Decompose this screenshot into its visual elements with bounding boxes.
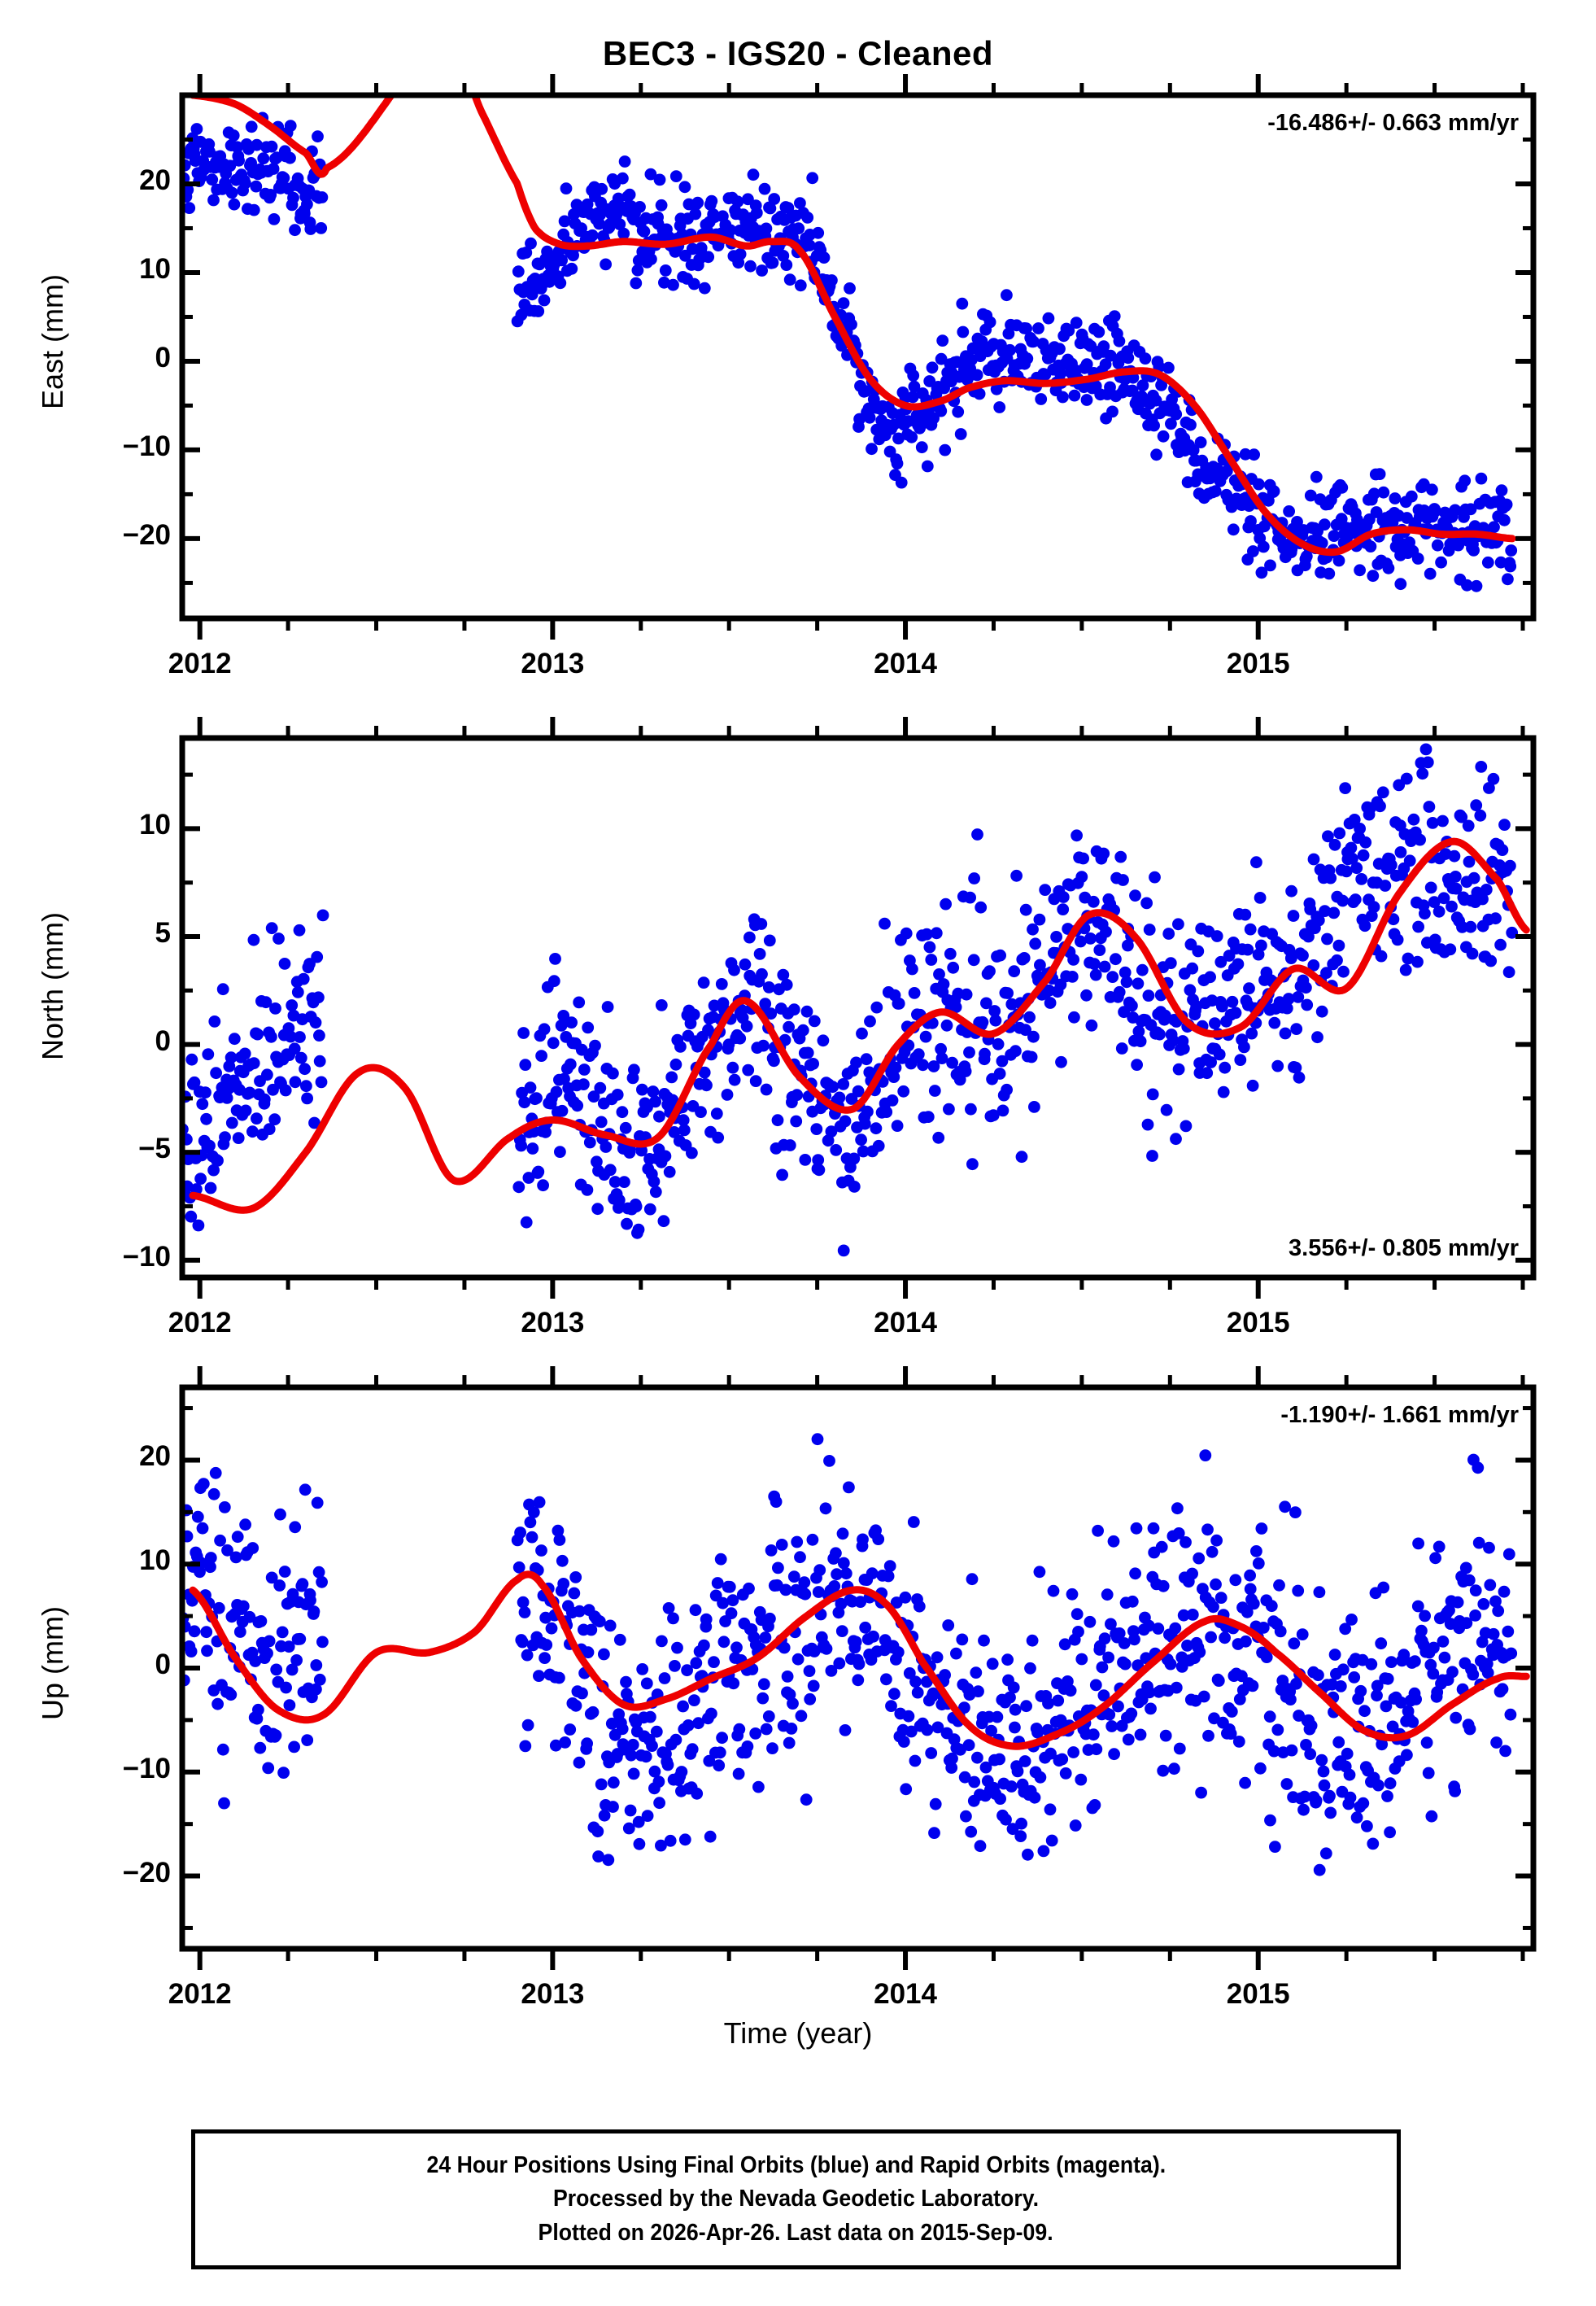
rate-annotation-up: -1.190+/- 1.661 mm/yr [1280,1402,1519,1428]
page-title: BEC3 - IGS20 - Cleaned [602,34,994,72]
data-layer-north [182,738,1530,1257]
y-tick-label-east: 0 [155,341,171,373]
y-tick-label-north: −10 [122,1240,171,1273]
x-tick-label: 2014 [874,1978,937,2010]
x-tick-label: 2015 [1226,648,1290,679]
fit-line-north [189,837,1530,1214]
caption-box: 24 Hour Positions Using Final Orbits (bl… [191,2129,1401,2269]
caption-line-3: Plotted on 2026-Apr-26. Last data on 201… [538,2219,1054,2246]
x-tick-label: 2014 [874,648,937,679]
y-tick-label-north: 0 [155,1024,171,1057]
x-tick-label: 2015 [1226,1978,1290,2010]
x-tick-label: 2012 [168,1978,232,2010]
y-tick-label-up: −10 [122,1752,171,1784]
y-tick-label-up: 0 [155,1649,171,1680]
data-layer-east [182,95,1518,592]
scatter-points-east [182,95,1518,592]
rate-annotation-east: -16.486+/- 0.663 mm/yr [1267,110,1519,136]
y-axis-label-up: Up (mm) [36,1606,69,1720]
rate-annotation-north: 3.556+/- 0.805 mm/yr [1289,1235,1519,1261]
x-tick-label: 2014 [874,1307,937,1339]
y-tick-label-north: 10 [139,809,171,841]
caption-line-2: Processed by the Nevada Geodetic Laborat… [552,2186,1040,2212]
y-axis-label-north: North (mm) [36,911,69,1060]
y-tick-label-up: −20 [122,1856,171,1889]
x-tick-label: 2012 [168,1307,232,1339]
y-tick-label-east: 20 [139,164,171,196]
x-axis-label: Time (year) [723,2016,873,2050]
x-tick-label: 2013 [521,1978,585,2010]
y-tick-label-east: 10 [139,252,171,285]
y-tick-label-east: −10 [122,430,171,462]
plot-frame-up [179,1384,1537,1952]
scatter-points-north [182,738,1519,1257]
fit-line-up [189,1570,1530,1750]
x-tick-label: 2013 [521,648,585,679]
data-layer-up [182,1433,1530,1876]
y-tick-label-east: −20 [122,518,171,551]
fit-line-east [189,95,1516,557]
caption-line-1: 24 Hour Positions Using Final Orbits (bl… [426,2152,1166,2179]
y-tick-label-north: −5 [138,1133,171,1165]
x-tick-label: 2015 [1226,1307,1290,1339]
y-axis-label-east: East (mm) [36,273,69,409]
x-tick-label: 2013 [521,1307,585,1339]
x-tick-label: 2012 [168,648,232,679]
y-tick-label-north: 5 [155,916,171,949]
plot-frame-east [179,92,1537,622]
plot-frame-north [179,735,1537,1281]
y-tick-label-up: 10 [139,1544,171,1577]
scatter-points-up [182,1433,1518,1876]
y-tick-label-up: 20 [139,1440,171,1473]
